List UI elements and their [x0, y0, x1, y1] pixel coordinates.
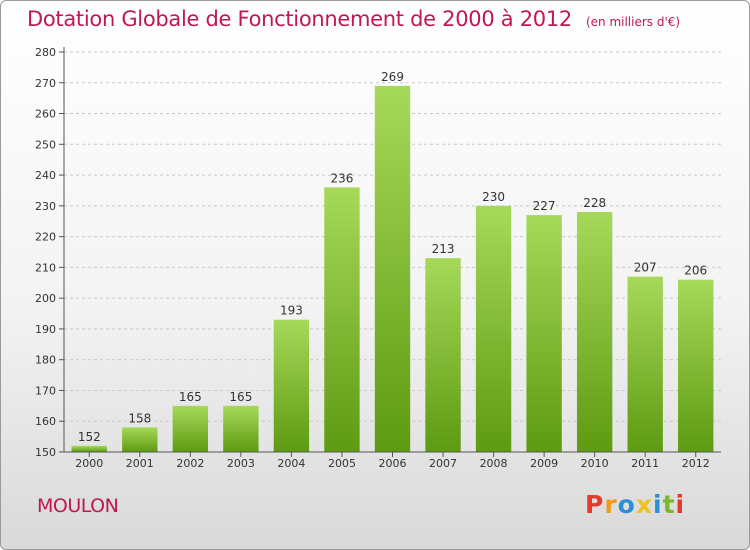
logo-letter: r	[604, 490, 618, 519]
bars	[71, 85, 714, 452]
x-tick-label-2010: 2010	[581, 457, 609, 470]
value-label-2011: 207	[634, 261, 657, 275]
bar-2001	[122, 427, 158, 452]
x-tick-label-2001: 2001	[126, 457, 154, 470]
bar-2010	[576, 212, 613, 452]
value-label-2000: 152	[78, 430, 101, 444]
y-tick-label: 230	[35, 200, 56, 213]
logo-letter: P	[585, 490, 605, 519]
proxiti-logo: Proxiti	[585, 490, 685, 519]
chart-unit: (en milliers d'€)	[585, 15, 681, 29]
y-tick-label: 150	[35, 446, 56, 459]
y-tick-label: 160	[35, 415, 56, 428]
bar-2004	[273, 319, 310, 452]
value-label-2009: 227	[533, 199, 556, 213]
bar-2000	[71, 445, 107, 452]
logo-letter: x	[635, 490, 653, 519]
labels: 150 160 170 180 190 200 210 220 230 240 250 260 270 2…	[35, 46, 710, 470]
y-tick-label: 240	[35, 169, 56, 182]
y-tick-label: 220	[35, 231, 56, 244]
x-tick-label-2000: 2000	[75, 457, 103, 470]
logo-letter: t	[662, 490, 676, 519]
bar-2011	[627, 276, 663, 452]
value-label-2002: 165	[179, 390, 202, 404]
bar-2007	[425, 258, 461, 452]
value-label-2010: 228	[583, 196, 606, 210]
bar-2008	[475, 205, 512, 452]
x-tick-label-2005: 2005	[328, 457, 356, 470]
x-tick-label-2009: 2009	[530, 457, 558, 470]
bar-2002	[172, 405, 209, 452]
bar-2003	[223, 405, 259, 452]
logo-letter: o	[617, 490, 636, 519]
chart-title: Dotation Globale de Fonctionnement de 20…	[27, 7, 680, 31]
chart-title-text: Dotation Globale de Fonctionnement de 20…	[27, 7, 572, 31]
value-label-2001: 158	[128, 411, 151, 425]
value-label-2008: 230	[482, 190, 505, 204]
y-tick-label: 210	[35, 261, 56, 274]
x-tick-label-2008: 2008	[480, 457, 508, 470]
logo-letter: i	[653, 490, 663, 519]
y-tick-label: 270	[35, 77, 56, 90]
y-tick-label: 170	[35, 384, 56, 397]
y-tick-label: 190	[35, 323, 56, 336]
y-tick-label: 180	[35, 354, 56, 367]
bar-2005	[324, 187, 360, 452]
y-tick-label: 280	[35, 46, 56, 59]
x-tick-label-2011: 2011	[631, 457, 659, 470]
value-label-2006: 269	[381, 70, 404, 84]
x-tick-label-2004: 2004	[277, 457, 305, 470]
value-label-2004: 193	[280, 304, 303, 318]
x-tick-label-2003: 2003	[227, 457, 255, 470]
axes	[59, 47, 721, 457]
y-tick-label: 260	[35, 108, 56, 121]
bar-2009	[526, 215, 562, 452]
value-label-2012: 206	[684, 264, 707, 278]
value-label-2007: 213	[432, 242, 455, 256]
x-tick-label-2007: 2007	[429, 457, 457, 470]
x-tick-label-2006: 2006	[379, 457, 407, 470]
x-tick-label-2002: 2002	[176, 457, 204, 470]
x-tick-label-2012: 2012	[682, 457, 710, 470]
bar-2006	[374, 85, 411, 452]
y-tick-label: 250	[35, 138, 56, 151]
logo-letter: i	[675, 490, 686, 519]
value-label-2003: 165	[229, 390, 252, 404]
value-label-2005: 236	[331, 171, 354, 185]
y-tick-label: 200	[35, 292, 56, 305]
commune-name: MOULON	[37, 495, 119, 517]
bar-2012	[678, 279, 714, 452]
